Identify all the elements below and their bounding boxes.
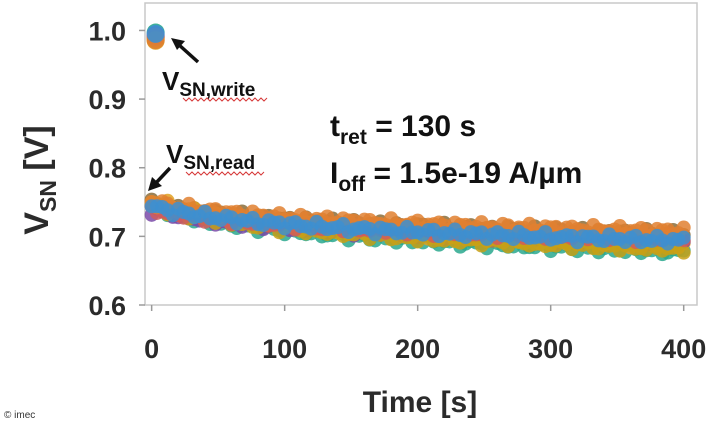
y-tick-label: 1.0	[88, 16, 126, 46]
data-point	[676, 245, 691, 260]
ioff-annotation: Ioff = 1.5e-19 A/µm	[330, 157, 582, 196]
tret-annotation: tret = 130 s	[330, 110, 476, 149]
ioff-main: I	[330, 157, 338, 190]
y-tick-label: 0.8	[88, 154, 126, 184]
write-annotation-sub: SN,write	[179, 80, 255, 101]
tret-main: t	[330, 110, 340, 143]
write-point	[146, 24, 165, 43]
read-annotation-arrow	[148, 166, 172, 191]
read-annotation-squiggle	[185, 171, 265, 176]
x-tick-label: 0	[144, 334, 159, 364]
data-layer	[144, 23, 691, 262]
read-annotation-main: V	[166, 139, 184, 169]
x-axis-title: Time [s]	[363, 386, 477, 419]
x-tick-label: 100	[262, 334, 307, 364]
tick-layer: 0 100 200 300 400 0.6 0.7 0.8 0.9 1.0	[88, 16, 706, 364]
write-annotation-squiggle	[182, 97, 268, 102]
y-axis-title: VSN [V]	[18, 125, 61, 234]
data-point	[676, 220, 691, 235]
x-tick-label: 400	[661, 334, 706, 364]
tret-value: = 130 s	[367, 110, 476, 143]
read-annotation-label: VSN,read	[166, 139, 255, 174]
y-axis-title-main: V	[18, 212, 56, 235]
x-tick-label: 200	[395, 334, 440, 364]
read-annotation-sub: SN,read	[183, 153, 255, 174]
y-axis-title-sub: SN	[35, 180, 61, 212]
y-tick-label: 0.7	[88, 222, 126, 252]
write-annotation-main: V	[162, 66, 180, 96]
ioff-value: = 1.5e-19 A/µm	[365, 157, 582, 190]
y-tick-label: 0.9	[88, 85, 126, 115]
tret-sub: ret	[340, 126, 367, 149]
data-series	[144, 24, 691, 251]
write-annotation-label: VSN,write	[162, 66, 255, 101]
x-tick-label: 300	[528, 334, 573, 364]
data-point	[676, 230, 691, 245]
write-annotation-arrow	[171, 38, 200, 64]
ioff-sub: off	[338, 173, 366, 196]
y-axis-title-unit: [V]	[18, 125, 56, 180]
y-tick-label: 0.6	[88, 291, 126, 321]
copyright-credit: © imec	[4, 410, 35, 421]
